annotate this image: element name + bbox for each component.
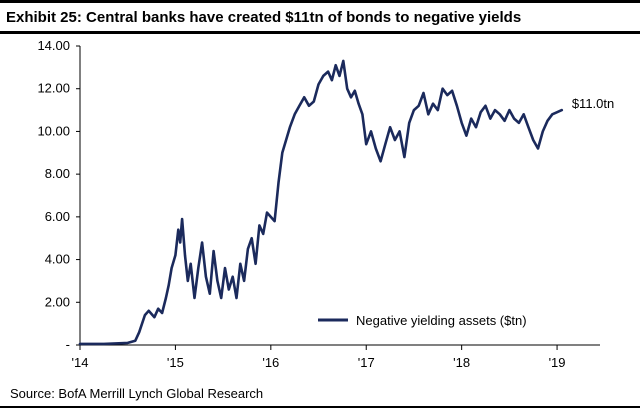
exhibit-title: Exhibit 25: Central banks have created $… [6, 9, 522, 26]
end-value-label: $11.0tn [572, 96, 614, 111]
y-tick-label: 10.00 [37, 123, 70, 138]
series-line-negative-yielding-assets [78, 59, 564, 346]
y-tick-label: 6.00 [45, 209, 70, 224]
y-tick-label: 14.00 [37, 38, 70, 53]
y-tick-label: - [66, 337, 70, 352]
negative-yield-chart: - 2.00 4.00 6.00 8.00 10.00 12.00 14.00 '14 '15 '1… [37, 38, 614, 370]
y-tick-label: 4.00 [45, 252, 70, 267]
legend-label: Negative yielding assets ($tn) [356, 313, 527, 328]
x-tick-label: '18 [453, 355, 470, 370]
exhibit-title-bar: Exhibit 25: Central banks have created $… [0, 0, 640, 34]
chart-area: - 2.00 4.00 6.00 8.00 10.00 12.00 14.00 '14 '15 '1… [0, 34, 640, 374]
x-tick-label: '16 [262, 355, 279, 370]
x-tick-label: '19 [549, 355, 566, 370]
y-tick-label: 8.00 [45, 166, 70, 181]
source-note: Source: BofA Merrill Lynch Global Resear… [10, 386, 264, 401]
x-tick-label: '14 [72, 355, 89, 370]
footer-rule [0, 406, 640, 408]
x-tick-label: '15 [167, 355, 184, 370]
x-tick-label: '17 [358, 355, 375, 370]
y-tick-label: 12.00 [37, 81, 70, 96]
y-tick-label: 2.00 [45, 294, 70, 309]
